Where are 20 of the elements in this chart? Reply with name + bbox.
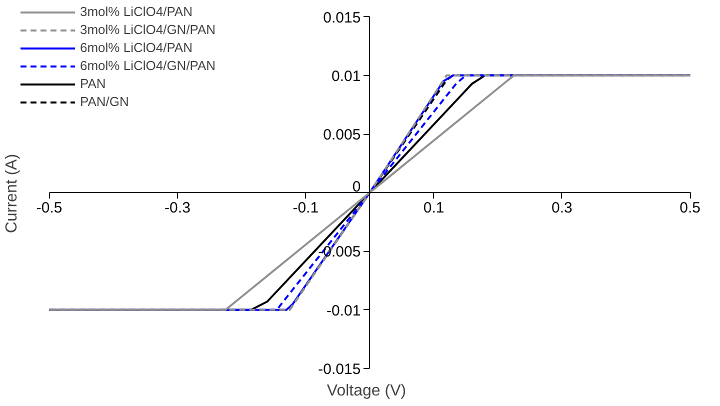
y-tick-label: 0 xyxy=(352,178,361,196)
legend-label: 3mol% LiClO4/PAN xyxy=(80,4,192,19)
x-axis-title: Voltage (V) xyxy=(326,382,406,400)
x-tick-label: 0.5 xyxy=(680,200,701,217)
y-tick-label: 0.005 xyxy=(323,126,361,144)
y-axis-title: Current (A) xyxy=(4,154,20,234)
x-tick-label: -0.5 xyxy=(36,200,62,217)
legend-label: 3mol% LiClO4/GN/PAN xyxy=(80,22,216,37)
y-tick-label: -0.015 xyxy=(318,360,361,378)
x-tick-label: 0.1 xyxy=(423,200,444,217)
x-tick-label: -0.3 xyxy=(164,200,190,217)
y-tick-label: 0.01 xyxy=(332,68,361,85)
legend-label: PAN/GN xyxy=(80,94,129,109)
legend-label: 6mol% LiClO4/PAN xyxy=(80,40,192,55)
y-tick-label: -0.01 xyxy=(326,302,361,320)
legend-label: 6mol% LiClO4/GN/PAN xyxy=(80,58,216,73)
legend-label: PAN xyxy=(80,76,106,91)
y-tick-label: 0.015 xyxy=(323,9,361,26)
x-tick-label: 0.3 xyxy=(552,200,572,217)
x-tick-label: -0.1 xyxy=(292,200,319,217)
